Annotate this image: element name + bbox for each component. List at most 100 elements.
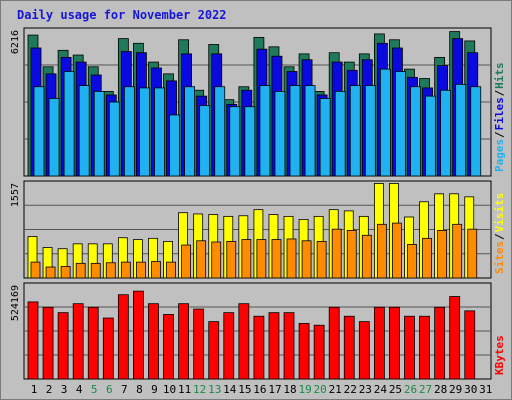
bar-pages-day-6	[109, 102, 119, 176]
bar-pages-day-4	[79, 86, 89, 176]
bar-kbytes-day-5	[88, 307, 98, 379]
day-label-9: 9	[151, 383, 158, 396]
bar-kbytes-day-24	[374, 307, 384, 379]
bar-pages-day-2	[49, 98, 59, 176]
bar-sites-day-11	[182, 245, 191, 278]
day-label-19: 19	[298, 383, 311, 396]
legend-separator: /	[493, 131, 506, 138]
bar-kbytes-day-10	[164, 314, 174, 379]
bar-pages-day-7	[124, 87, 134, 176]
bar-sites-day-14	[227, 241, 236, 278]
bar-sites-day-13	[212, 242, 221, 278]
day-label-29: 29	[449, 383, 462, 396]
bar-pages-day-18	[290, 86, 300, 176]
bar-kbytes-day-16	[254, 316, 264, 379]
bar-sites-day-17	[272, 240, 281, 278]
bar-kbytes-day-7	[118, 295, 128, 379]
day-label-20: 20	[314, 383, 327, 396]
day-label-3: 3	[61, 383, 68, 396]
bar-kbytes-day-1	[28, 302, 38, 379]
bar-sites-day-16	[257, 240, 266, 278]
bar-kbytes-day-28	[435, 307, 445, 379]
panel-bottom-ymax-label: 524169	[10, 285, 21, 321]
bar-pages-day-10	[170, 115, 180, 176]
bar-sites-day-7	[121, 262, 130, 278]
bar-sites-day-1	[31, 262, 40, 278]
day-label-26: 26	[404, 383, 417, 396]
bar-pages-day-16	[260, 86, 270, 176]
bar-pages-day-11	[185, 87, 195, 176]
day-label-16: 16	[253, 383, 266, 396]
bar-pages-day-12	[200, 106, 210, 176]
bar-kbytes-day-27	[420, 316, 430, 379]
day-label-22: 22	[344, 383, 357, 396]
bar-pages-day-20	[320, 98, 330, 176]
bar-sites-day-3	[61, 266, 70, 278]
day-label-24: 24	[374, 383, 388, 396]
bar-sites-day-25	[392, 223, 401, 278]
panel-top-legend: Pages/Files/Hits	[493, 62, 506, 172]
bar-kbytes-day-22	[344, 316, 354, 379]
bar-sites-day-24	[377, 224, 386, 278]
day-label-28: 28	[434, 383, 447, 396]
bar-kbytes-day-15	[239, 304, 249, 379]
bar-sites-day-12	[197, 241, 206, 278]
bar-kbytes-day-8	[133, 291, 143, 379]
bar-kbytes-day-21	[329, 307, 339, 379]
bar-pages-day-27	[426, 96, 436, 176]
bar-kbytes-day-9	[148, 304, 158, 379]
day-label-27: 27	[419, 383, 432, 396]
bar-sites-day-30	[468, 229, 477, 278]
bar-sites-day-8	[136, 262, 145, 278]
day-label-31: 31	[479, 383, 492, 396]
bar-sites-day-20	[317, 241, 326, 278]
bar-kbytes-day-20	[314, 325, 324, 379]
bar-pages-day-19	[305, 86, 315, 176]
bar-kbytes-day-26	[405, 316, 415, 379]
bar-sites-day-4	[76, 263, 85, 278]
bar-kbytes-day-3	[58, 313, 68, 379]
day-label-12: 12	[193, 383, 206, 396]
bar-pages-day-21	[335, 91, 345, 176]
bar-pages-day-25	[395, 71, 405, 176]
bar-pages-day-28	[441, 90, 451, 176]
legend-pages: Pages	[493, 139, 506, 172]
day-label-7: 7	[121, 383, 128, 396]
bar-sites-day-5	[91, 263, 100, 278]
bar-sites-day-21	[332, 229, 341, 278]
day-label-10: 10	[163, 383, 176, 396]
bar-kbytes-day-23	[359, 322, 369, 379]
legend-files: Files	[493, 97, 506, 130]
bar-pages-day-17	[275, 91, 285, 176]
day-label-17: 17	[268, 383, 281, 396]
day-label-11: 11	[178, 383, 191, 396]
panel-middle-legend: Sites/Visits	[493, 193, 506, 274]
legend-visits: Visits	[493, 193, 506, 233]
bar-kbytes-day-25	[389, 307, 399, 379]
bar-sites-day-29	[453, 224, 462, 278]
bar-pages-day-23	[365, 86, 375, 176]
day-label-15: 15	[238, 383, 251, 396]
legend-sites: Sites	[493, 241, 506, 274]
bar-sites-day-18	[287, 239, 296, 278]
day-label-13: 13	[208, 383, 221, 396]
bar-kbytes-day-12	[194, 309, 204, 379]
bar-sites-day-22	[347, 230, 356, 278]
bar-pages-day-15	[245, 107, 255, 176]
bar-sites-day-15	[242, 240, 251, 278]
bar-kbytes-day-18	[284, 313, 294, 379]
bar-pages-day-3	[64, 71, 74, 176]
day-label-23: 23	[359, 383, 372, 396]
bar-pages-day-30	[471, 87, 481, 176]
bar-pages-day-14	[230, 107, 240, 176]
bar-pages-day-13	[215, 87, 225, 176]
bar-pages-day-8	[139, 88, 149, 176]
day-label-5: 5	[91, 383, 98, 396]
day-label-30: 30	[464, 383, 477, 396]
day-label-25: 25	[389, 383, 402, 396]
bar-sites-day-27	[423, 238, 432, 278]
bar-kbytes-day-19	[299, 323, 309, 379]
bar-pages-day-5	[94, 91, 104, 176]
day-label-2: 2	[46, 383, 53, 396]
